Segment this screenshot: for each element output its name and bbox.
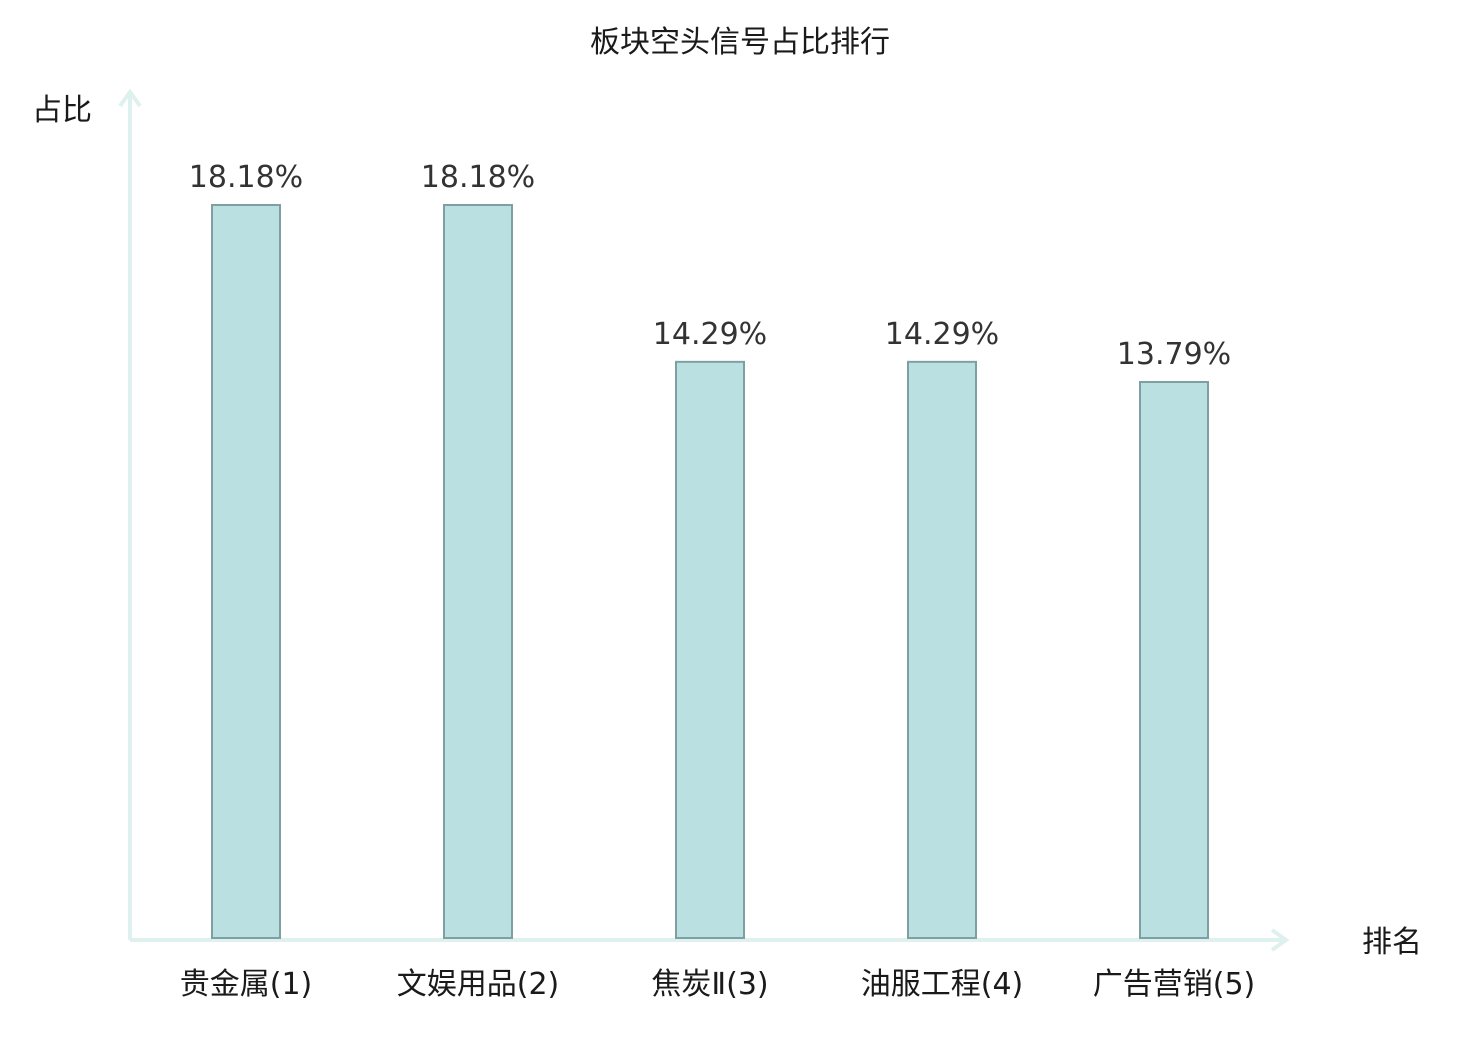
bar-2 — [443, 204, 513, 939]
x-axis-arrowhead — [1270, 928, 1290, 952]
value-labels: 18.18% 18.18% 14.29% 14.29% 13.79% — [189, 160, 1231, 372]
category-label-2: 文娱用品(2) — [397, 967, 560, 1002]
category-label-1: 贵金属(1) — [180, 967, 313, 1002]
category-label-5: 广告营销(5) — [1093, 967, 1256, 1002]
bar-5 — [1139, 381, 1209, 939]
y-axis-arrowhead — [118, 88, 142, 108]
y-axis-label: 占比 — [32, 93, 92, 128]
value-label-2: 18.18% — [421, 160, 535, 195]
bar-3 — [675, 360, 745, 939]
chart-title: 板块空头信号占比排行 — [590, 25, 890, 60]
x-axis: 排名 — [130, 925, 1422, 960]
value-label-4: 14.29% — [885, 317, 999, 352]
category-label-4: 油服工程(4) — [861, 967, 1024, 1002]
category-label-3: 焦炭Ⅱ(3) — [651, 967, 768, 1002]
value-label-1: 18.18% — [189, 160, 303, 195]
x-axis-label: 排名 — [1362, 925, 1422, 960]
bar-4 — [907, 360, 977, 939]
category-labels: 贵金属(1) 文娱用品(2) 焦炭Ⅱ(3) 油服工程(4) 广告营销(5) — [180, 967, 1256, 1002]
y-axis: 占比 — [32, 88, 142, 940]
bar-1 — [211, 204, 281, 939]
value-label-5: 13.79% — [1117, 337, 1231, 372]
bars — [211, 204, 1209, 939]
value-label-3: 14.29% — [653, 317, 767, 352]
